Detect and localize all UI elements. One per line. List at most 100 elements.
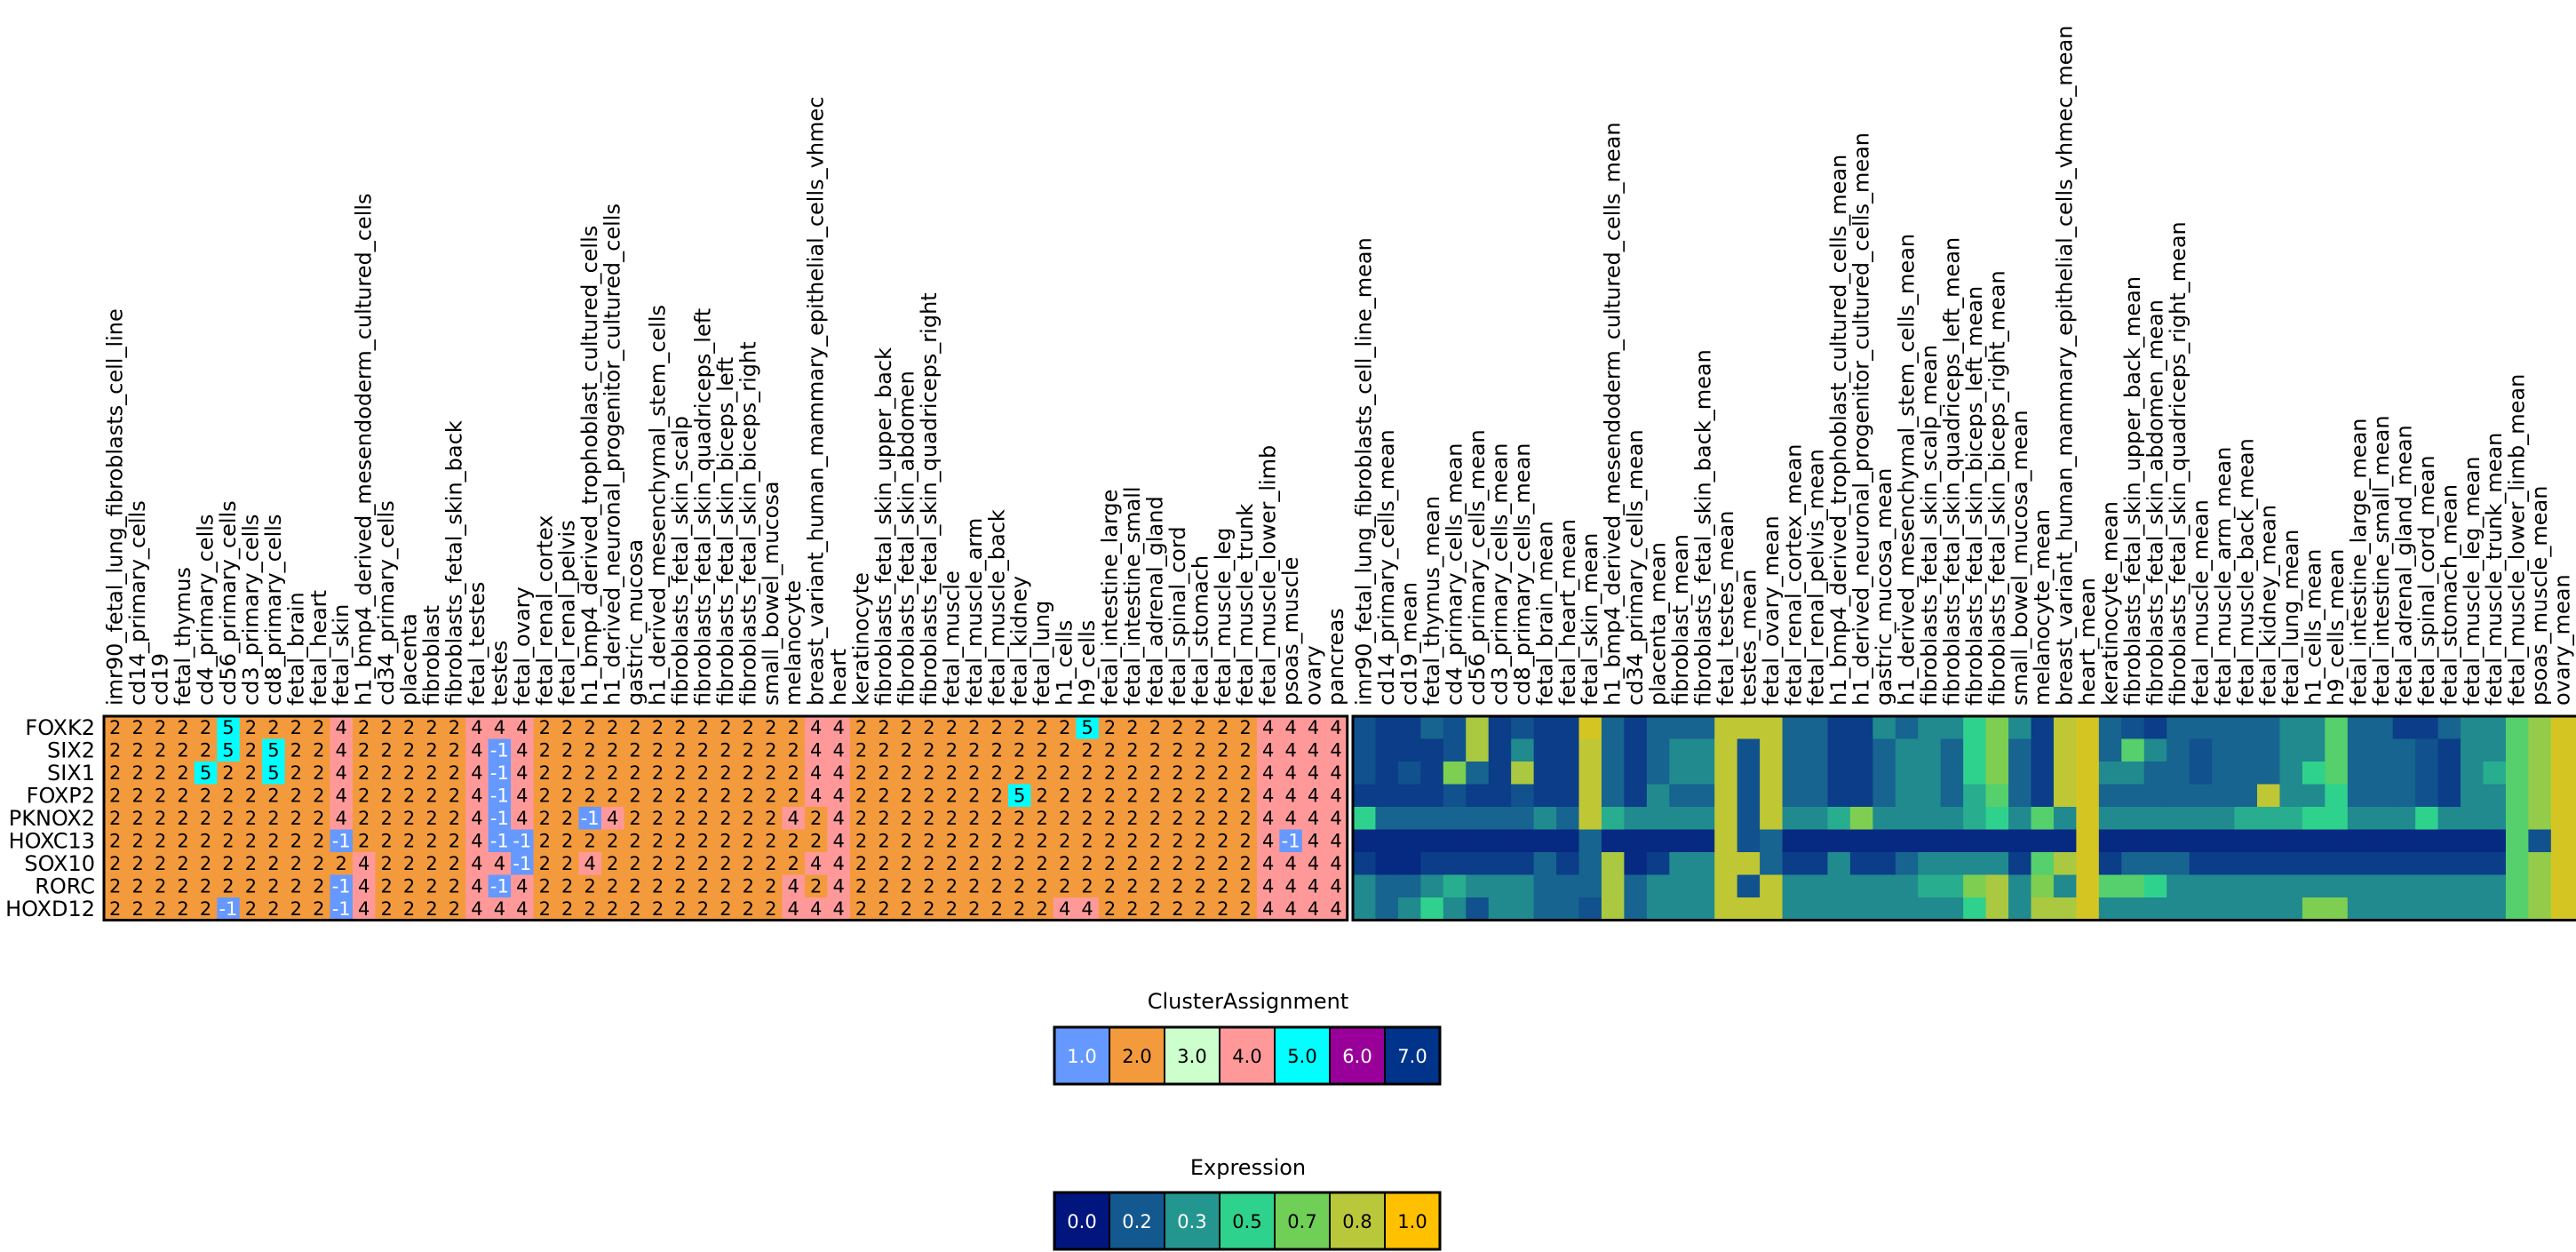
heatmap-cell — [736, 762, 760, 785]
heatmap-cell — [1827, 852, 1851, 875]
cell-value-label: 2 — [222, 762, 234, 784]
cell-value-label: 4 — [1262, 875, 1274, 897]
heatmap-cell — [1324, 807, 1348, 830]
heatmap-cell — [194, 807, 218, 830]
heatmap-cell — [940, 897, 964, 921]
heatmap-cell — [239, 807, 263, 830]
heatmap-cell — [330, 762, 354, 785]
heatmap-cell — [1511, 874, 1534, 898]
cell-value-label: 4 — [1262, 762, 1274, 784]
heatmap-cell — [2347, 829, 2371, 853]
heatmap-cell — [578, 762, 602, 785]
heatmap-cell — [1646, 897, 1670, 921]
cell-value-label: 2 — [561, 808, 573, 829]
cell-value-label: 5 — [1081, 717, 1093, 738]
heatmap-cell — [1420, 807, 1444, 830]
heatmap-cell — [1234, 762, 1258, 785]
cell-value-label: 2 — [855, 875, 867, 897]
heatmap-cell — [2076, 738, 2100, 762]
cell-value-label: 2 — [855, 898, 867, 920]
heatmap-cell — [352, 738, 376, 762]
column-label: fibroblasts_fetal_skin_abdomen — [894, 371, 918, 706]
heatmap-cell — [624, 807, 648, 830]
heatmap-cell — [1827, 829, 1851, 853]
cell-value-label: 2 — [674, 808, 686, 829]
heatmap-cell — [2167, 874, 2190, 898]
heatmap-cell — [2437, 829, 2461, 853]
cell-value-label: 4 — [358, 875, 370, 897]
cell-value-label: 2 — [629, 762, 640, 784]
cell-value-label: 2 — [584, 785, 595, 806]
cell-value-label: 4 — [1308, 830, 1319, 851]
cell-value-label: 2 — [946, 853, 958, 874]
column-label: fetal_stomach_mean — [2437, 484, 2461, 706]
cell-value-label: 4 — [516, 808, 528, 829]
heatmap-cell — [465, 784, 489, 808]
heatmap-cell — [1279, 784, 1303, 808]
column-label: placenta — [397, 613, 422, 706]
cell-value-label: 2 — [923, 875, 934, 897]
cell-value-label: 4 — [1284, 853, 1296, 874]
heatmap-cell — [1895, 784, 1919, 808]
heatmap-cell — [624, 738, 648, 762]
cell-value-label: 5 — [200, 762, 211, 784]
heatmap-cell — [1234, 829, 1258, 853]
heatmap-cell — [963, 852, 986, 875]
heatmap-cell — [2528, 784, 2552, 808]
heatmap-cell — [1827, 807, 1851, 830]
heatmap-cell — [1985, 762, 2009, 785]
heatmap-cell — [1466, 829, 1490, 853]
heatmap-cell — [1691, 762, 1715, 785]
heatmap-cell — [1940, 738, 1964, 762]
heatmap-cell — [804, 897, 828, 921]
heatmap-cell — [1466, 738, 1490, 762]
heatmap-cell — [1466, 807, 1490, 830]
cell-value-label: 2 — [313, 875, 324, 897]
heatmap-cell — [171, 807, 195, 830]
heatmap-cell — [691, 784, 715, 808]
heatmap-cell — [1189, 897, 1212, 921]
cell-value-label: 2 — [1126, 853, 1138, 874]
heatmap-cell — [1624, 829, 1648, 853]
cell-value-label: 4 — [810, 853, 822, 874]
cell-value-label: 2 — [1126, 808, 1138, 829]
heatmap-cell — [940, 807, 964, 830]
cell-value-label: 4 — [1330, 785, 1341, 806]
column-label: fibroblasts_fetal_skin_upper_back_mean — [2120, 276, 2145, 706]
heatmap-cell — [2505, 874, 2529, 898]
heatmap-cell — [872, 852, 896, 875]
heatmap-cell — [2437, 716, 2461, 739]
heatmap-cell — [1279, 897, 1303, 921]
heatmap-cell — [2053, 716, 2077, 739]
column-label: cd19_mean — [1397, 582, 1422, 706]
heatmap-cell — [1624, 784, 1648, 808]
cell-value-label: 2 — [403, 853, 415, 874]
heatmap-cell — [1324, 762, 1348, 785]
cell-value-label: 2 — [449, 808, 460, 829]
heatmap-cell — [1578, 829, 1602, 853]
heatmap-cell — [1030, 738, 1054, 762]
column-label: melanocyte_mean — [2030, 509, 2055, 706]
heatmap-cell — [2031, 762, 2055, 785]
cell-value-label: 2 — [1172, 853, 1183, 874]
column-label: fibroblasts_fetal_skin_back — [441, 420, 466, 706]
heatmap-cell — [849, 874, 873, 898]
heatmap-cell — [239, 738, 263, 762]
heatmap-cell — [2031, 807, 2055, 830]
heatmap-cell — [1533, 829, 1557, 853]
heatmap-cell — [397, 829, 421, 853]
cell-value-label: 2 — [968, 898, 980, 920]
cell-value-label: 4 — [471, 830, 482, 851]
heatmap-cell — [2189, 852, 2213, 875]
heatmap-cell — [1166, 852, 1189, 875]
cell-value-label: 5 — [222, 717, 234, 738]
heatmap-cell — [714, 738, 737, 762]
cell-value-label: 2 — [901, 762, 912, 784]
heatmap-cell — [624, 784, 648, 808]
heatmap-cell — [307, 897, 330, 921]
column-label: keratinocyte_mean — [2098, 501, 2123, 706]
cell-value-label: 2 — [968, 785, 980, 806]
heatmap-cell — [1076, 762, 1100, 785]
heatmap-cell — [1556, 784, 1579, 808]
cell-value-label: -1 — [1282, 830, 1300, 851]
